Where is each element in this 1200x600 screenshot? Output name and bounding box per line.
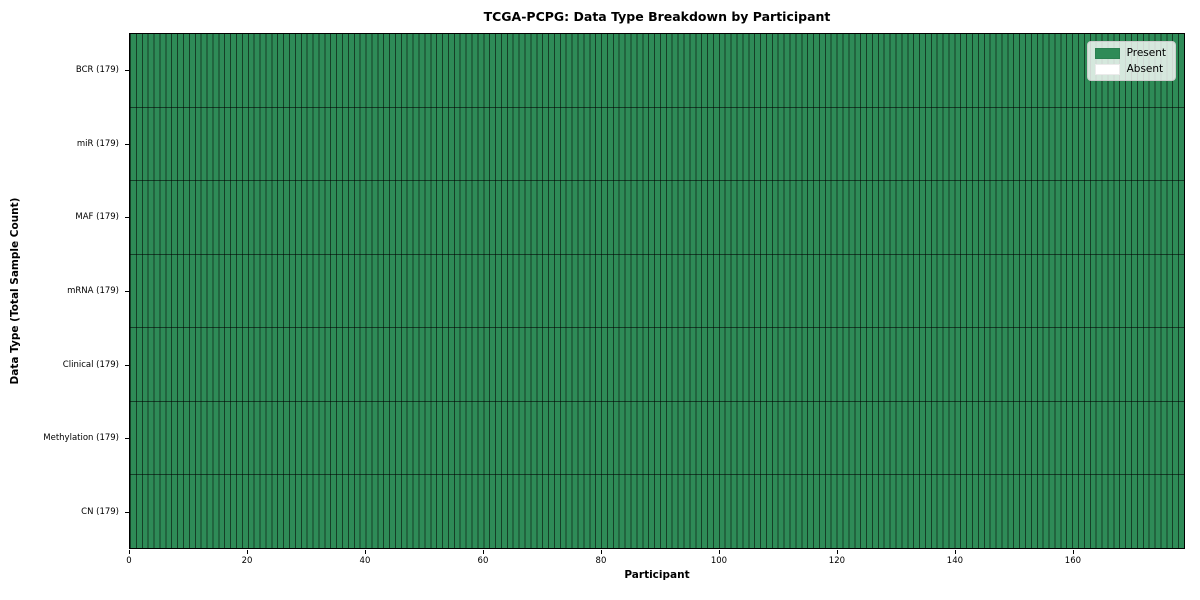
y-tick-mark (125, 291, 129, 292)
x-tick-label: 0 (126, 556, 132, 566)
x-tick-label: 160 (1064, 556, 1082, 566)
y-tick-mark (125, 512, 129, 514)
x-tick-label: 140 (946, 556, 964, 566)
x-tick-mark (246, 550, 248, 554)
x-tick-mark (364, 550, 366, 554)
x-tick-label: 80 (595, 556, 607, 566)
x-tick-mark (600, 550, 602, 554)
y-tick-label: BCR (179) (75, 64, 119, 75)
x-tick-label: 60 (477, 556, 489, 566)
x-tick-mark (1072, 550, 1074, 554)
x-axis: 0 20 40 60 80 100 120 140 160 (126, 549, 1185, 569)
heatmap-row-Clinical (130, 328, 1184, 402)
y-tick-label: MAF (179) (75, 212, 119, 223)
heatmap-row-CN (130, 475, 1184, 548)
x-tick-label: 120 (828, 556, 846, 566)
y-tick-label: mRNA (179) (67, 286, 119, 296)
x-tick-label: 40 (359, 556, 371, 566)
heatmap-rows (130, 34, 1184, 548)
heatmap-row-BCR (130, 34, 1184, 108)
x-tick-mark (836, 550, 838, 554)
x-axis-label: Participant (624, 569, 690, 581)
y-tick-mark (125, 364, 129, 366)
plot-area: Present Absent (129, 33, 1185, 549)
x-tick-mark (482, 550, 484, 554)
legend-swatch-absent (1094, 63, 1120, 75)
y-tick-mark (125, 69, 129, 71)
chart-title: TCGA-PCPG: Data Type Breakdown by Partic… (483, 9, 831, 24)
y-tick-label: Clinical (179) (62, 359, 119, 370)
y-axis: BCR (179) miR (179) MAF (179) mRNA (179) Cli… (0, 33, 129, 549)
y-tick-mark (125, 438, 129, 440)
x-tick-mark (954, 550, 956, 554)
legend: Present Absent (1086, 41, 1176, 81)
heatmap-row-mRNA (130, 255, 1184, 329)
x-tick-label: 100 (710, 556, 728, 566)
legend-swatch-present (1094, 47, 1120, 59)
heatmap-row-miR (130, 108, 1184, 182)
y-tick-mark (125, 217, 129, 219)
legend-item-absent: Absent (1094, 63, 1166, 75)
legend-item-present: Present (1094, 47, 1166, 59)
heatmap-row-MAF (130, 181, 1184, 255)
x-tick-mark (129, 550, 130, 554)
y-tick-label: CN (179) (81, 507, 119, 518)
y-tick-label: Methylation (179) (43, 433, 119, 444)
x-tick-mark (718, 550, 720, 554)
x-tick-label: 20 (241, 556, 253, 566)
y-tick-label: miR (179) (76, 138, 119, 149)
legend-label: Present (1126, 47, 1166, 59)
y-tick-mark (125, 143, 129, 145)
heatmap-row-Methylation (130, 402, 1184, 476)
legend-label: Absent (1126, 63, 1164, 75)
